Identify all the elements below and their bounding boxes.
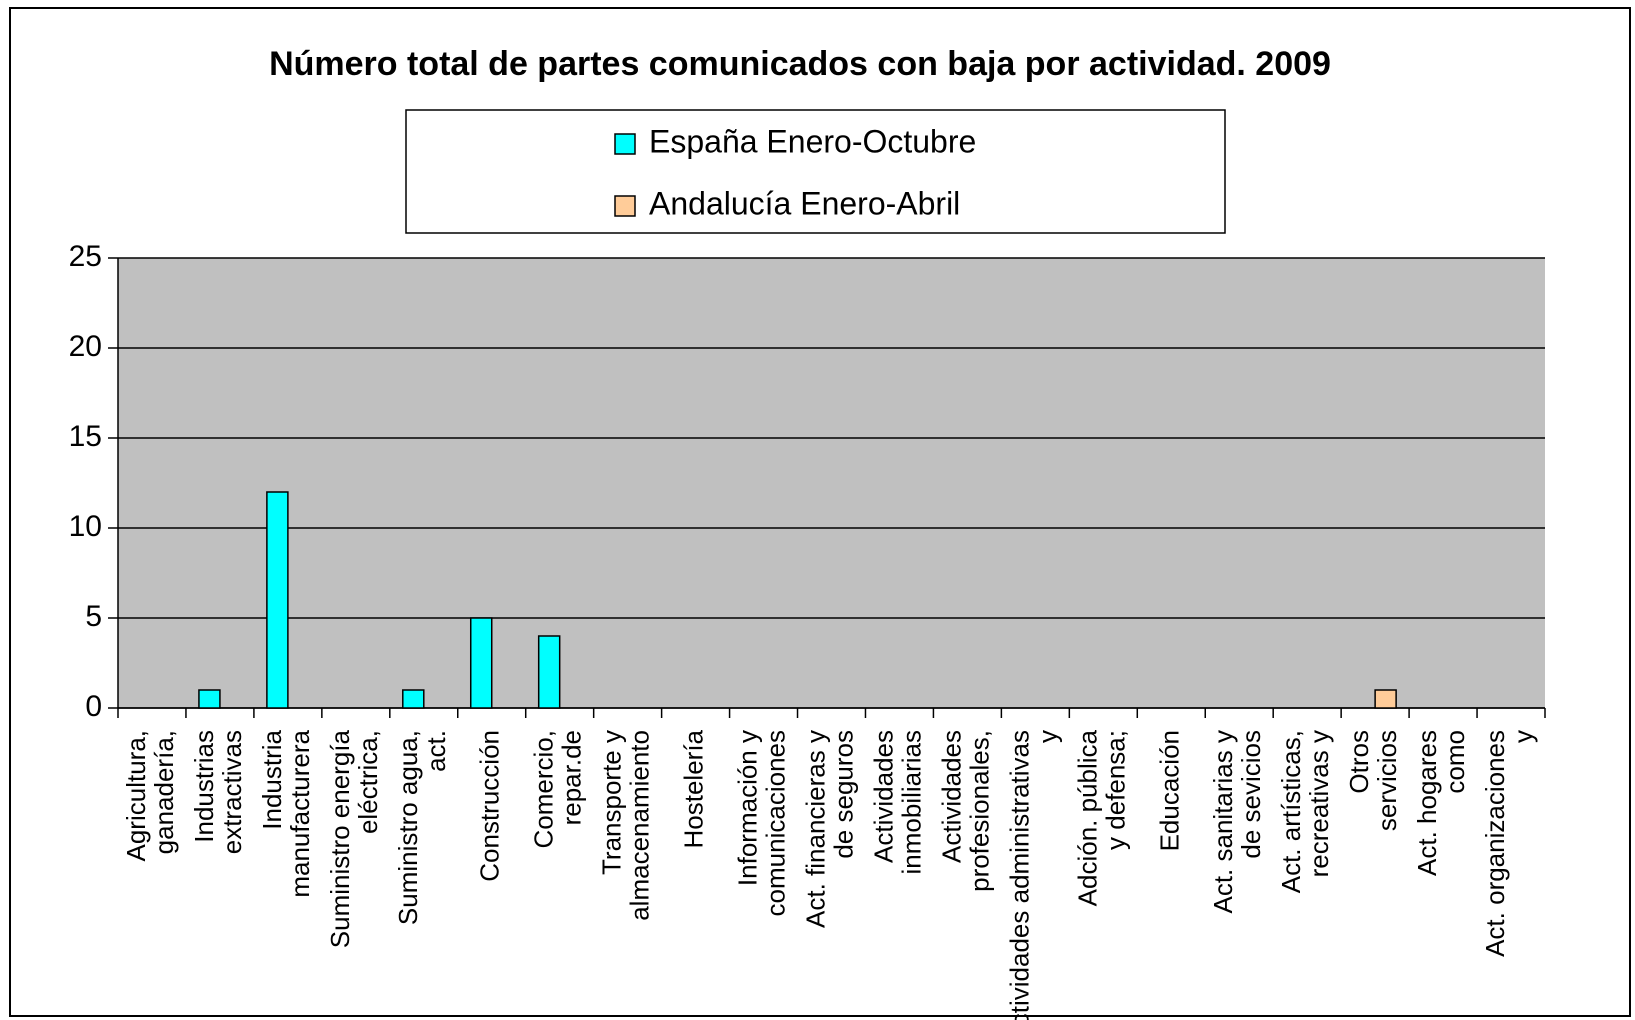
x-tick-label: Suministro agua,act. <box>393 730 451 925</box>
chart-title: Número total de partes comunicados con b… <box>269 45 1331 83</box>
x-tick-label: Act. artísticas,recreativas y <box>1276 730 1334 893</box>
bar <box>198 689 221 709</box>
x-tick-label: Comercio,repar.de <box>529 730 587 848</box>
x-tick-label: Información ycomunicaciones <box>732 730 790 916</box>
x-tick-label: Adción. públicay defensa; <box>1072 729 1130 906</box>
y-tick-label: 5 <box>85 600 102 633</box>
x-tick-label: Educación <box>1154 730 1184 851</box>
x-tick-label: Industriasextractivas <box>189 730 247 854</box>
y-tick-label: 20 <box>69 330 102 363</box>
y-tick-label: 15 <box>69 420 102 453</box>
legend-label: España Enero-Octubre <box>649 123 976 159</box>
bar <box>537 635 561 709</box>
bar <box>266 491 289 709</box>
x-tick-label: Act. sanitarias yde sevicios <box>1208 730 1266 914</box>
x-tick-label: Act. organizacionesy <box>1480 730 1538 957</box>
x-tick-label: Industriamanufacturera <box>257 729 315 897</box>
x-tick-label: Otrosservicios <box>1344 730 1402 831</box>
y-tick-label: 0 <box>85 690 102 723</box>
x-tick-label: Construcción <box>475 730 505 882</box>
bar <box>402 689 425 709</box>
x-tick-label: Actividadesprofesionales, <box>936 730 994 892</box>
x-tick-label: Suministro energíaeléctrica, <box>325 729 383 948</box>
x-tick-label: Transporte yalmacenamiento <box>597 730 655 921</box>
x-tick-label: Act. financieras yde seguros <box>800 730 858 928</box>
legend-swatch <box>614 195 636 217</box>
bar <box>469 617 493 709</box>
legend-label: Andalucía Enero-Abril <box>649 185 960 221</box>
x-tick-label: Actividades administrativasy <box>1004 730 1062 1020</box>
x-tick-label: Act. hogarescomo <box>1412 730 1470 876</box>
legend-swatch <box>614 133 636 155</box>
x-tick-label: Agricultura,ganadería, <box>121 730 179 862</box>
y-tick-label: 10 <box>69 510 102 543</box>
bar <box>1374 689 1397 709</box>
x-tick-label: Actividadesinmobiliarias <box>868 730 926 875</box>
legend-box <box>405 109 1226 234</box>
x-tick-label: Hostelería <box>678 729 708 848</box>
y-tick-label: 25 <box>69 240 102 273</box>
plot-area <box>118 258 1545 708</box>
